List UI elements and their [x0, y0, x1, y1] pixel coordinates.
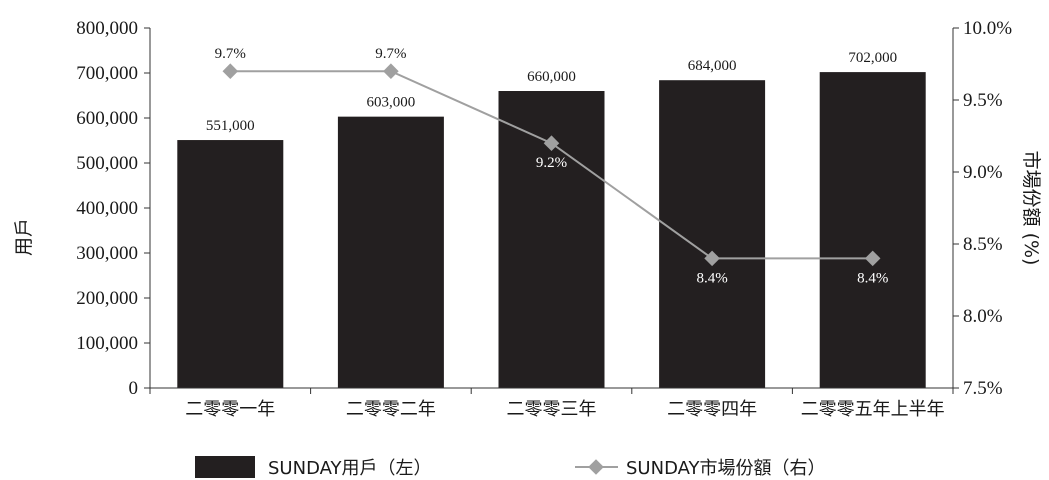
legend-bar-swatch	[195, 456, 255, 478]
category-axis-ticks: 二零零一年 二零零二年 二零零三年 二零零四年 二零零五年上半年	[149, 388, 954, 420]
left-axis-title: 用戶	[13, 218, 35, 256]
left-tick-label: 200,000	[76, 288, 138, 309]
left-tick-label: 500,000	[76, 153, 138, 174]
bar	[177, 140, 284, 388]
line-value-label: 9.7%	[375, 46, 406, 62]
bar	[337, 116, 444, 389]
left-axis-ticks: 0 100,000 200,000 300,000 400,000 500,000 600,…	[76, 18, 150, 399]
bar-value-labels: 551,000 603,000 660,000 684,000 702,000	[206, 50, 897, 134]
bar-value-label: 551,000	[206, 118, 255, 134]
bar-value-label: 603,000	[367, 95, 416, 111]
bar	[819, 72, 926, 388]
line-value-labels: 9.7% 9.7% 9.2% 8.4% 8.4%	[215, 46, 889, 286]
right-axis-title: 市場份額 (%)	[1020, 151, 1042, 266]
legend: SUNDAY用戶（左） SUNDAY市場份額（右）	[195, 456, 826, 479]
left-tick-label: 800,000	[76, 18, 138, 39]
bar-value-label: 660,000	[527, 69, 576, 85]
left-tick-label: 700,000	[76, 63, 138, 84]
category-label: 二零零二年	[346, 399, 436, 420]
legend-bar-label: SUNDAY用戶（左）	[268, 458, 432, 479]
legend-line-label: SUNDAY市場份額（右）	[626, 458, 826, 479]
left-tick-label: 600,000	[76, 108, 138, 129]
line-value-label: 8.4%	[857, 270, 888, 286]
right-tick-label: 9.0%	[963, 162, 1003, 183]
right-tick-label: 9.5%	[963, 90, 1003, 111]
right-tick-label: 8.0%	[963, 306, 1003, 327]
category-label: 二零零四年	[667, 399, 757, 420]
right-axis-ticks: 7.5% 8.0% 8.5% 9.0% 9.5% 10.0%	[953, 18, 1012, 399]
right-tick-label: 10.0%	[963, 18, 1012, 39]
bar-value-label: 684,000	[688, 58, 737, 74]
left-tick-label: 400,000	[76, 198, 138, 219]
line-marker	[222, 63, 239, 79]
category-label: 二零零五年上半年	[801, 399, 945, 420]
category-label: 二零零三年	[507, 399, 597, 420]
line-value-label: 8.4%	[696, 270, 727, 286]
right-tick-label: 7.5%	[963, 378, 1003, 399]
bar-value-label: 702,000	[848, 50, 897, 66]
left-tick-label: 300,000	[76, 243, 138, 264]
line-marker	[543, 135, 560, 151]
bars-layer	[177, 72, 926, 389]
line-value-label: 9.2%	[536, 155, 567, 171]
bar	[659, 80, 766, 388]
left-tick-label: 100,000	[76, 333, 138, 354]
line-marker	[383, 63, 399, 79]
category-label: 二零零一年	[185, 399, 275, 420]
left-tick-label: 0	[129, 378, 139, 399]
right-tick-label: 8.5%	[963, 234, 1003, 255]
line-value-label: 9.7%	[215, 46, 246, 62]
legend-line-marker	[588, 459, 604, 475]
